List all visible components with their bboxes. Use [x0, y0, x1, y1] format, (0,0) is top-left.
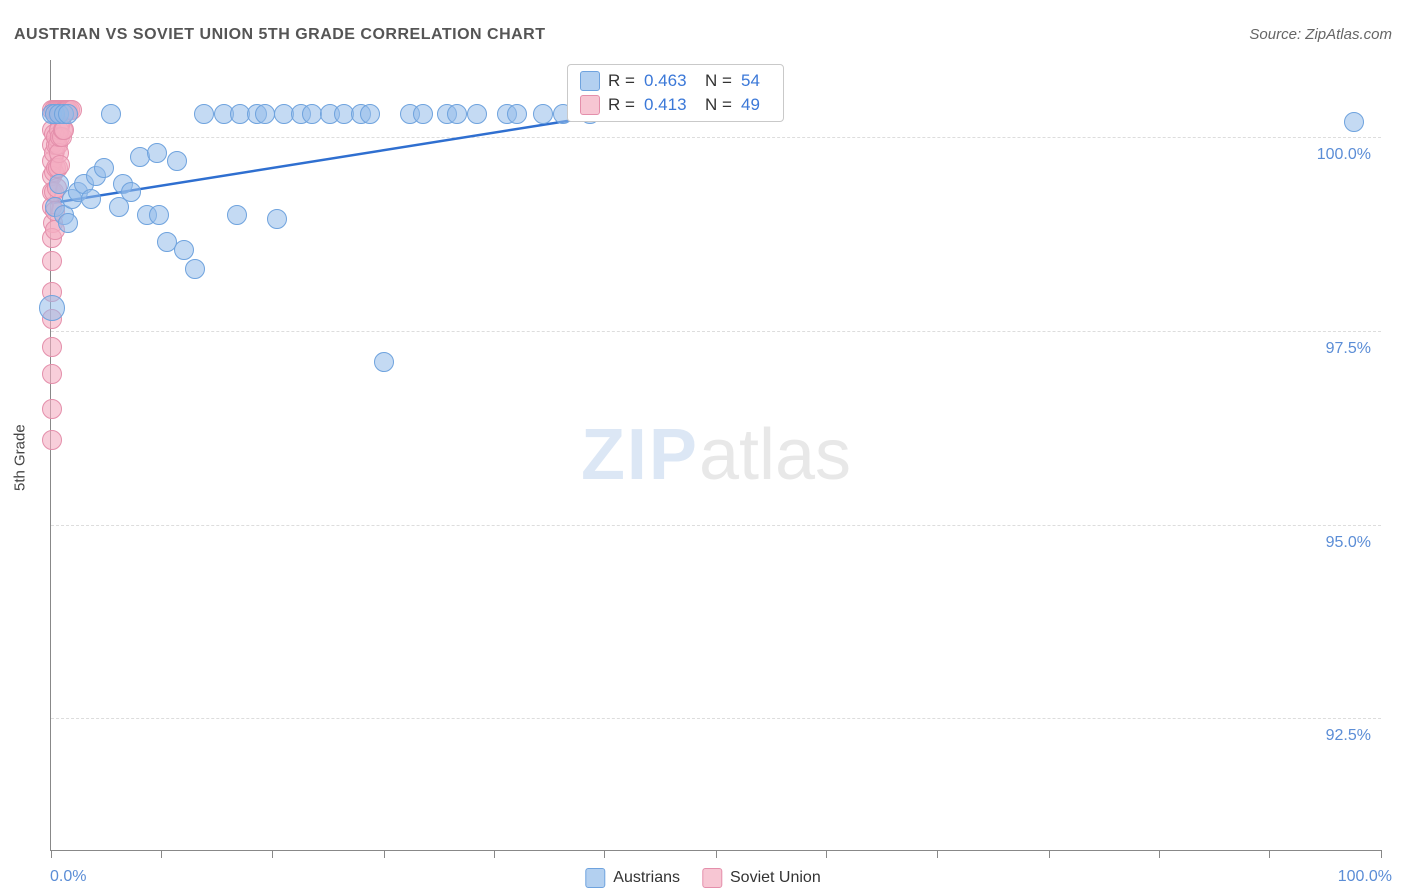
point-austrians	[507, 104, 527, 124]
point-soviet-union	[42, 251, 62, 271]
point-austrians	[360, 104, 380, 124]
x-axis-min-label: 0.0%	[50, 868, 86, 886]
point-soviet-union	[50, 155, 70, 175]
point-soviet-union	[42, 337, 62, 357]
watermark: ZIPatlas	[581, 414, 851, 496]
y-tick-label: 97.5%	[1326, 340, 1371, 358]
gridline-h	[51, 718, 1381, 719]
stats-swatch-soviet	[580, 95, 600, 115]
chart-title: AUSTRIAN VS SOVIET UNION 5TH GRADE CORRE…	[14, 26, 546, 44]
gridline-h	[51, 137, 1381, 138]
point-austrians	[447, 104, 467, 124]
stats-n-value-soviet: 49	[741, 95, 771, 115]
point-austrians	[413, 104, 433, 124]
legend-label-austrians: Austrians	[613, 869, 680, 886]
x-tick	[937, 850, 938, 858]
stats-n-label: N =	[705, 71, 735, 91]
point-austrians	[147, 143, 167, 163]
point-austrians	[227, 205, 247, 225]
x-tick	[826, 850, 827, 858]
y-tick-label: 100.0%	[1317, 146, 1371, 164]
point-austrians	[467, 104, 487, 124]
x-tick	[1159, 850, 1160, 858]
point-soviet-union	[42, 364, 62, 384]
x-tick	[272, 850, 273, 858]
x-tick	[494, 850, 495, 858]
x-tick	[604, 850, 605, 858]
source-label: Source:	[1249, 26, 1301, 43]
x-tick	[161, 850, 162, 858]
legend-swatch-soviet	[702, 868, 722, 888]
point-austrians	[81, 189, 101, 209]
stats-r-label: R =	[608, 71, 638, 91]
point-austrians	[167, 151, 187, 171]
legend-swatch-austrians	[585, 868, 605, 888]
y-tick-label: 92.5%	[1326, 727, 1371, 745]
legend-item-austrians: Austrians	[585, 868, 680, 888]
stats-box: R = 0.463 N = 54 R = 0.413 N = 49	[567, 64, 784, 122]
point-austrians	[267, 209, 287, 229]
gridline-h	[51, 331, 1381, 332]
chart-container: AUSTRIAN VS SOVIET UNION 5TH GRADE CORRE…	[0, 0, 1406, 892]
point-austrians	[302, 104, 322, 124]
x-tick	[1381, 850, 1382, 858]
point-austrians	[101, 104, 121, 124]
stats-r-label: R =	[608, 95, 638, 115]
x-tick	[1049, 850, 1050, 858]
legend-item-soviet: Soviet Union	[702, 868, 821, 888]
point-austrians	[58, 104, 78, 124]
plot-area: ZIPatlas 92.5% 95.0% 97.5% 100.0%	[50, 60, 1381, 851]
point-austrians	[374, 352, 394, 372]
point-austrians	[149, 205, 169, 225]
watermark-part-a: ZIP	[581, 415, 699, 495]
trend-layer	[51, 60, 1381, 850]
point-austrians	[174, 240, 194, 260]
point-austrians	[533, 104, 553, 124]
point-soviet-union	[42, 399, 62, 419]
point-austrians	[194, 104, 214, 124]
x-tick	[716, 850, 717, 858]
legend-label-soviet: Soviet Union	[730, 869, 821, 886]
x-tick	[51, 850, 52, 858]
stats-r-value-austrians: 0.463	[644, 71, 699, 91]
x-tick	[384, 850, 385, 858]
legend: Austrians Soviet Union	[585, 868, 820, 888]
watermark-part-b: atlas	[699, 415, 851, 495]
point-austrians	[185, 259, 205, 279]
stats-n-value-austrians: 54	[741, 71, 771, 91]
gridline-h	[51, 525, 1381, 526]
y-axis-label: 5th Grade	[12, 424, 29, 491]
stats-r-value-soviet: 0.413	[644, 95, 699, 115]
point-austrians	[255, 104, 275, 124]
point-austrians	[121, 182, 141, 202]
source-attribution: Source: ZipAtlas.com	[1249, 26, 1392, 43]
stats-n-label: N =	[705, 95, 735, 115]
source-value: ZipAtlas.com	[1305, 26, 1392, 43]
stats-swatch-austrians	[580, 71, 600, 91]
x-tick	[1269, 850, 1270, 858]
point-austrians	[94, 158, 114, 178]
point-austrians	[58, 213, 78, 233]
y-tick-label: 95.0%	[1326, 534, 1371, 552]
point-austrians	[39, 295, 65, 321]
x-axis-max-label: 100.0%	[1338, 868, 1392, 886]
point-soviet-union	[42, 430, 62, 450]
point-austrians	[1344, 112, 1364, 132]
